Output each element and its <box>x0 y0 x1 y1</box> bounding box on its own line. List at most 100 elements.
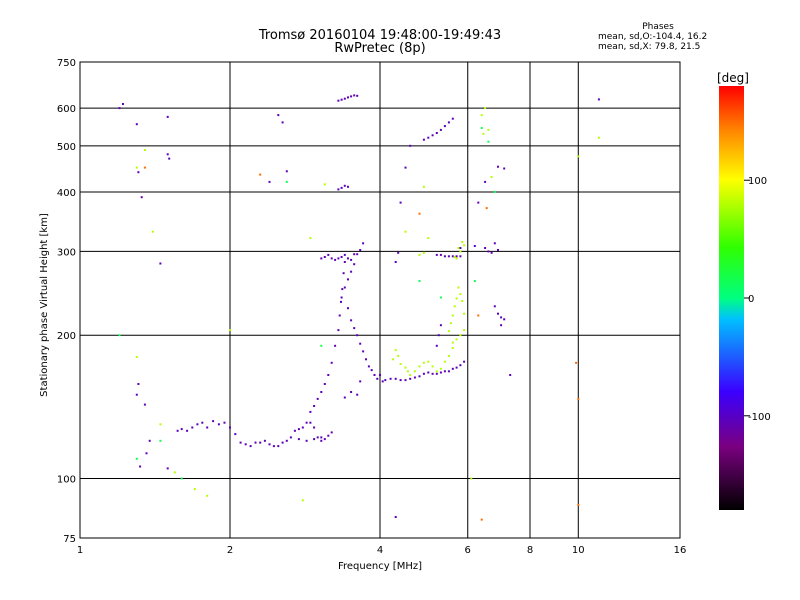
data-point <box>422 138 425 141</box>
data-point <box>350 258 353 261</box>
data-point <box>473 280 476 282</box>
data-point <box>439 128 442 131</box>
data-point <box>399 379 402 382</box>
data-point <box>285 439 288 442</box>
data-point <box>457 247 460 249</box>
data-point <box>229 329 231 332</box>
data-point <box>422 372 425 375</box>
data-point <box>353 263 356 266</box>
data-point <box>320 257 323 260</box>
chart-subtitle: RwPretec (8p) <box>334 41 426 56</box>
data-point <box>118 107 121 110</box>
data-point <box>463 329 466 332</box>
data-point <box>135 123 138 126</box>
data-point <box>431 134 434 137</box>
data-point <box>455 297 458 300</box>
data-point <box>343 97 346 100</box>
data-point <box>254 441 257 444</box>
data-point <box>455 338 458 341</box>
data-point <box>313 438 316 441</box>
data-point <box>297 438 300 441</box>
data-point <box>463 244 466 247</box>
data-point <box>347 185 349 188</box>
data-point <box>137 383 140 385</box>
data-point <box>459 293 462 296</box>
data-point <box>493 190 496 193</box>
data-point <box>135 166 138 169</box>
data-point <box>139 465 142 468</box>
data-point <box>404 230 407 233</box>
data-point <box>159 423 162 426</box>
data-point <box>193 488 196 491</box>
data-point <box>389 377 392 380</box>
data-point <box>244 443 247 446</box>
data-point <box>143 149 146 151</box>
data-point <box>323 438 326 441</box>
x-tick-label: 10 <box>572 545 585 556</box>
data-point <box>431 372 434 375</box>
data-point <box>356 393 359 396</box>
data-point <box>449 322 452 325</box>
data-point <box>201 421 204 424</box>
data-point <box>338 314 341 317</box>
data-point <box>487 250 490 253</box>
data-point <box>217 423 220 426</box>
data-point <box>575 361 578 364</box>
data-point <box>323 256 326 258</box>
data-point <box>477 201 480 204</box>
data-point <box>427 136 430 139</box>
data-point <box>330 361 333 364</box>
data-point <box>487 128 490 131</box>
data-point <box>327 434 330 437</box>
data-point <box>404 366 407 369</box>
y-tick-label: 100 <box>57 475 76 486</box>
data-point <box>577 504 580 506</box>
data-point <box>297 428 300 431</box>
data-point <box>427 360 430 363</box>
data-point <box>597 98 600 101</box>
data-point <box>422 361 425 364</box>
data-point <box>394 349 397 352</box>
y-tick-label: 400 <box>57 188 76 199</box>
data-point <box>480 114 483 117</box>
data-point <box>493 242 496 245</box>
data-point <box>427 237 430 240</box>
data-point <box>320 391 323 393</box>
data-point <box>148 439 151 442</box>
data-point <box>340 98 343 101</box>
data-point <box>159 439 162 442</box>
data-point <box>259 441 262 444</box>
data-point <box>404 166 407 169</box>
data-points <box>118 94 600 521</box>
data-point <box>503 318 506 321</box>
data-point <box>305 439 308 442</box>
y-tick-label: 75 <box>63 534 76 545</box>
data-point <box>484 107 487 110</box>
data-point <box>145 452 148 455</box>
phase-stats-x: mean, sd,X: 79.8, 21.5 <box>598 42 701 52</box>
data-point <box>118 334 121 337</box>
data-point <box>285 180 288 183</box>
data-point <box>313 405 316 407</box>
data-point <box>381 380 384 383</box>
data-point <box>212 420 215 423</box>
data-point <box>500 324 503 327</box>
data-point <box>337 257 340 260</box>
phase-stats-label: Phases <box>642 22 674 32</box>
data-point <box>487 140 490 143</box>
data-point <box>327 253 330 256</box>
grid <box>80 62 680 538</box>
data-point <box>379 374 381 376</box>
data-point <box>399 201 402 204</box>
data-point <box>268 180 271 183</box>
data-point <box>281 121 284 124</box>
data-point <box>455 255 458 258</box>
colorbar-ticks: 100 0 -100 <box>744 176 771 423</box>
data-point <box>484 247 487 249</box>
data-point <box>497 312 499 315</box>
data-point <box>135 457 138 460</box>
phase-stats: Phases mean, sd,O:-104.4, 16.2 mean, sd,… <box>598 22 710 52</box>
data-point <box>451 255 454 258</box>
data-point <box>143 403 146 406</box>
